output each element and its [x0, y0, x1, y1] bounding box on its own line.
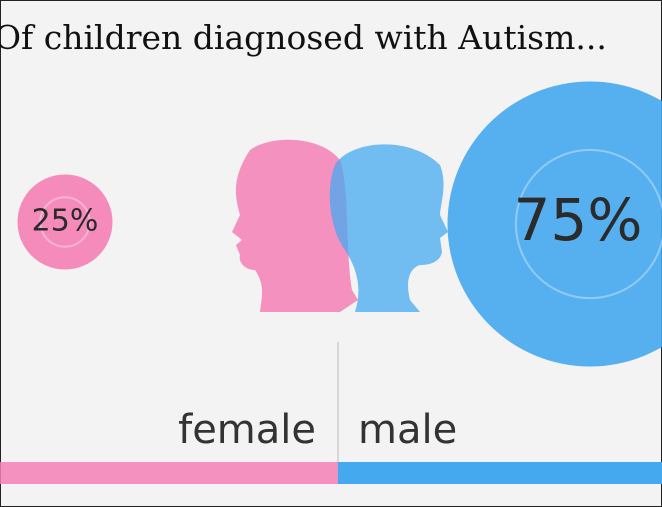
- category-label: female: [178, 407, 316, 453]
- girl-silhouette: [232, 139, 358, 312]
- boy-silhouette: [329, 144, 448, 312]
- female-bar: [0, 462, 338, 484]
- chart-title: Of children diagnosed with Autism...: [0, 18, 607, 57]
- value-label: 25%: [32, 204, 99, 239]
- bubble: [447, 81, 662, 367]
- bubble: [17, 174, 113, 270]
- category-label: male: [358, 407, 457, 453]
- bubble-ring: [39, 196, 91, 248]
- value-label: 75%: [514, 186, 643, 254]
- bubble-ring: [514, 148, 662, 300]
- male-bar: [338, 462, 662, 484]
